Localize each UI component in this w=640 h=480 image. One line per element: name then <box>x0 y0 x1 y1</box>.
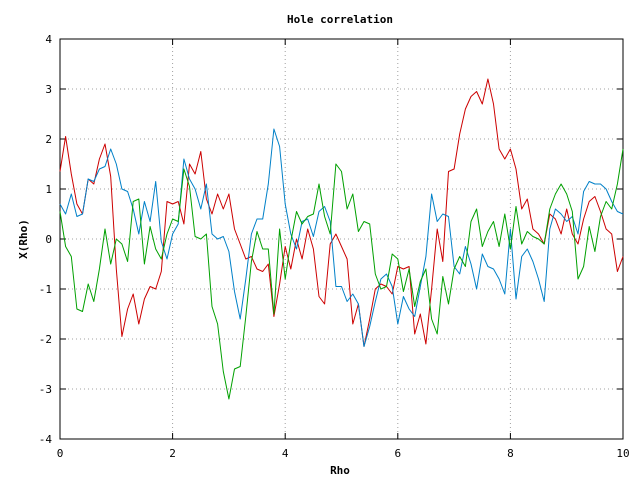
series-line-2 <box>59 128 624 347</box>
series-line-1 <box>59 78 624 347</box>
x-tick-label: 2 <box>169 447 176 460</box>
y-tick-label: 2 <box>45 133 52 146</box>
series-line-3 <box>59 148 624 400</box>
y-tick-label: -1 <box>39 283 52 296</box>
grid-lines <box>60 39 623 439</box>
x-tick-label: 10 <box>616 447 629 460</box>
y-tick-label: 1 <box>45 183 52 196</box>
x-tick-label: 4 <box>282 447 289 460</box>
y-tick-label: -4 <box>39 433 53 446</box>
x-axis-label: Rho <box>330 464 350 477</box>
x-tick-label: 0 <box>57 447 64 460</box>
y-tick-label: 0 <box>45 233 52 246</box>
y-tick-label: -3 <box>39 383 52 396</box>
y-tick-label: 4 <box>45 33 52 46</box>
y-tick-label: -2 <box>39 333 52 346</box>
chart-title: Hole correlation <box>287 13 393 26</box>
y-axis-label: X(Rho) <box>17 219 30 259</box>
y-tick-label: 3 <box>45 83 52 96</box>
axis-ticks: 0 2 4 6 8 10 -4 -3 -2 -1 0 1 2 3 4 <box>39 33 630 460</box>
series-lines <box>59 78 624 400</box>
x-tick-label: 8 <box>507 447 514 460</box>
x-tick-label: 6 <box>394 447 401 460</box>
